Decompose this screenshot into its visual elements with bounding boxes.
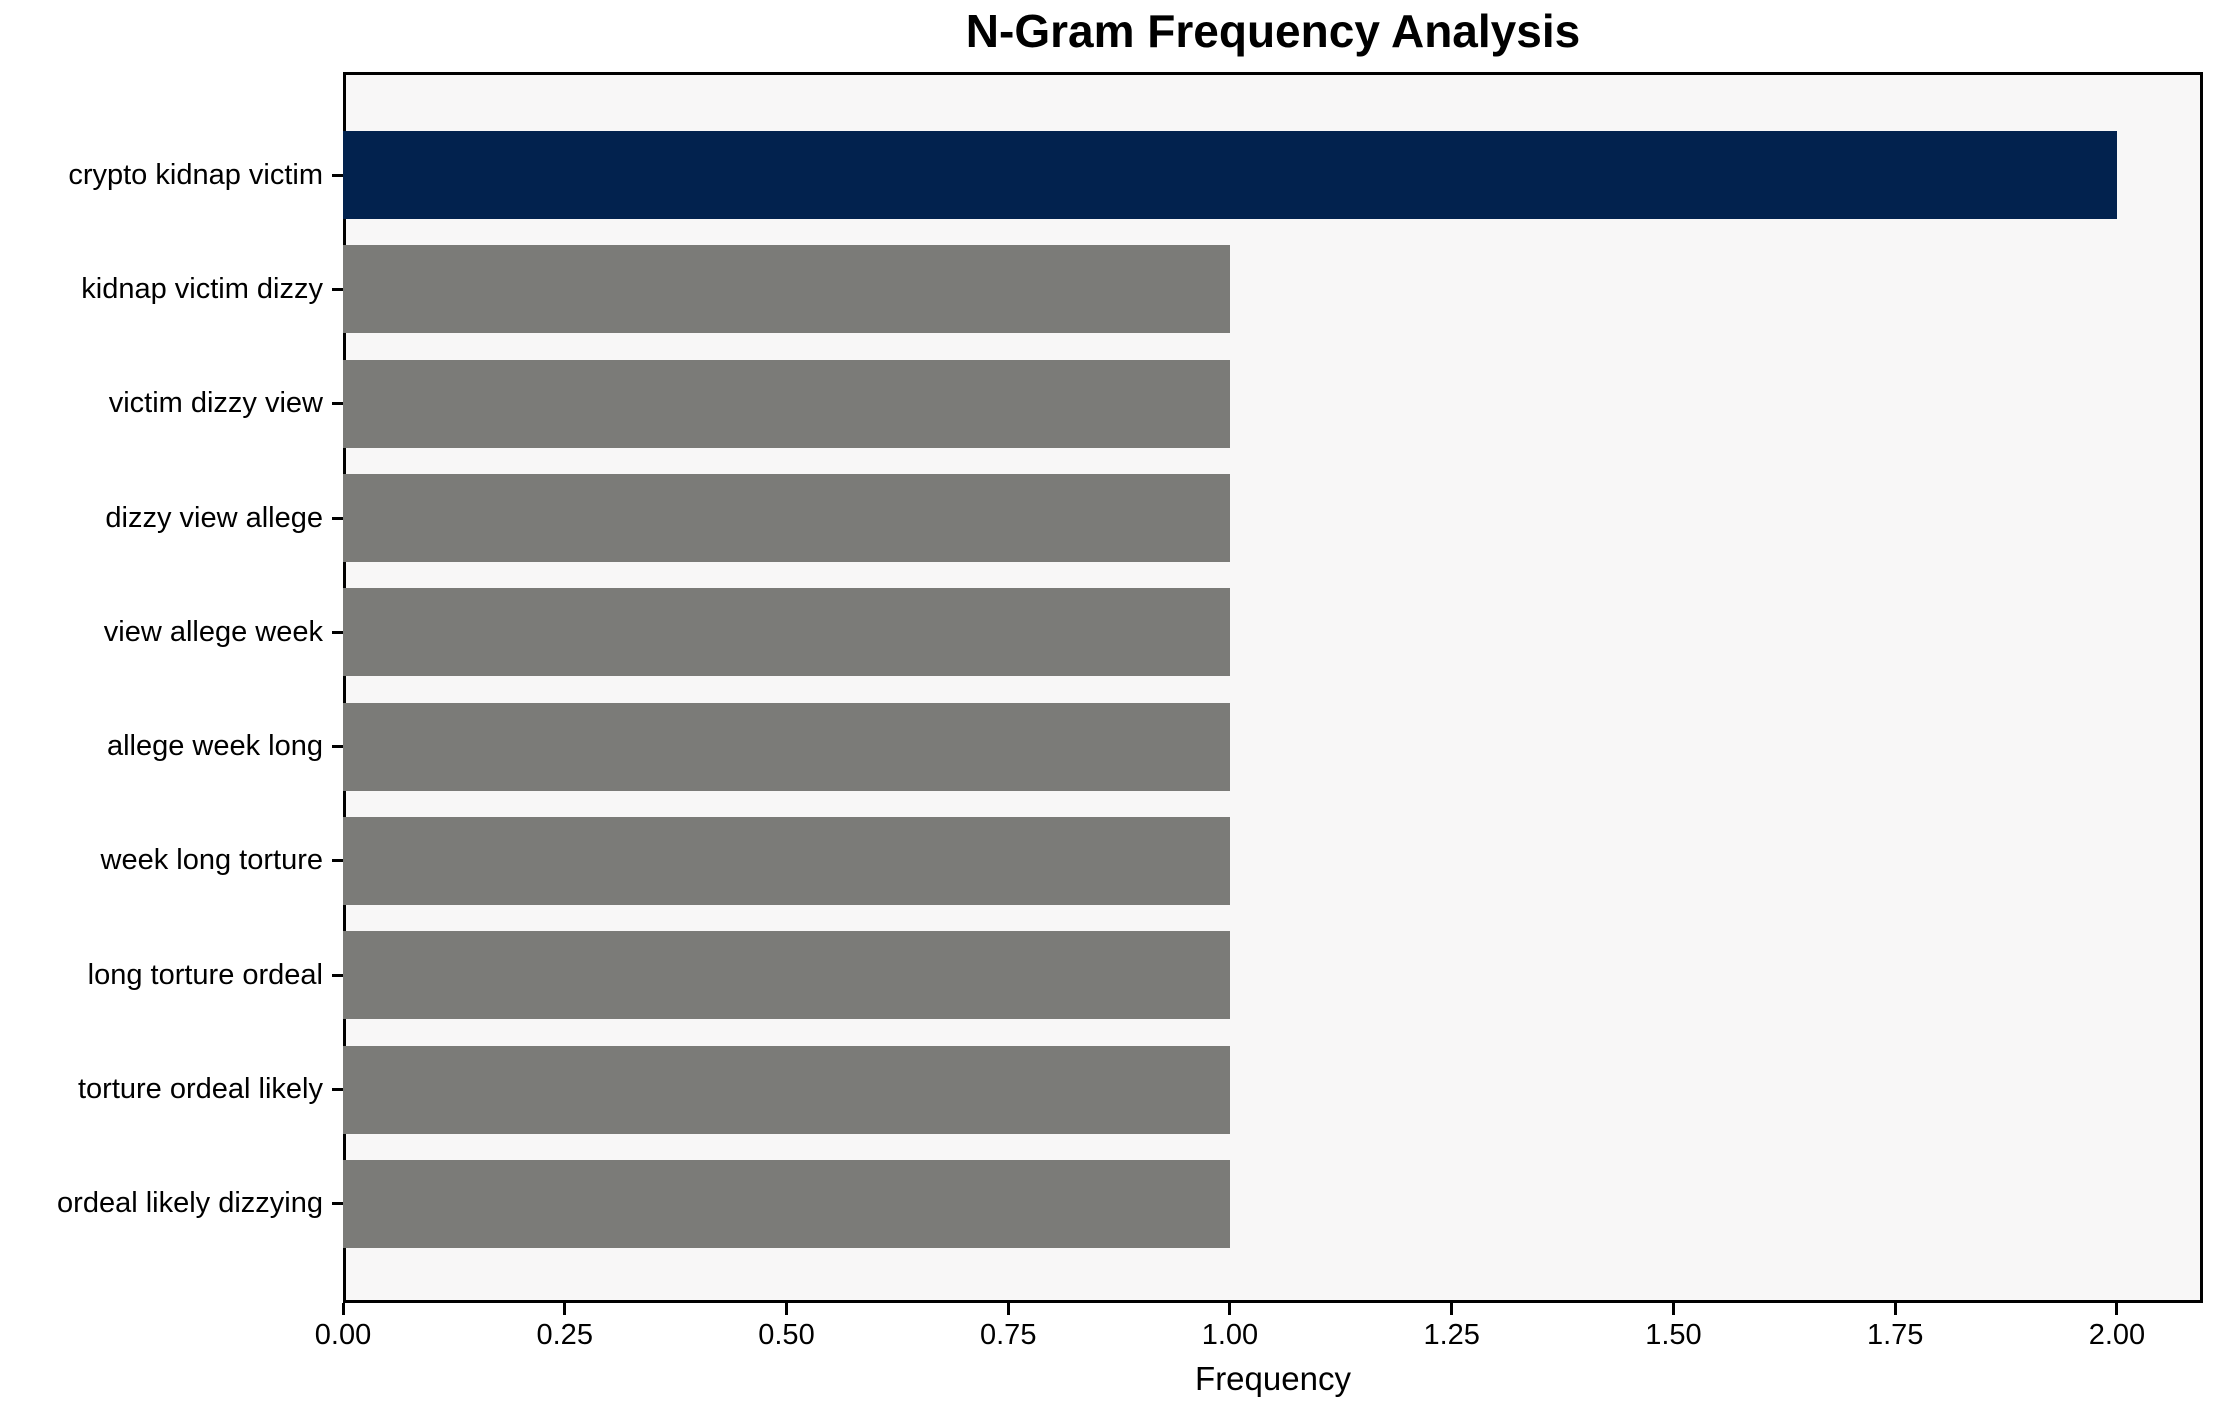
- y-tick-mark: [332, 402, 343, 406]
- y-tick-mark: [332, 745, 343, 749]
- y-tick-label: crypto kidnap victim: [68, 158, 323, 191]
- x-tick-label: 0.25: [536, 1319, 593, 1351]
- y-tick-mark: [332, 1202, 343, 1206]
- x-tick-label: 1.00: [1201, 1319, 1259, 1351]
- x-tick-label: 0.50: [758, 1319, 815, 1351]
- y-tick-label: ordeal likely dizzying: [57, 1187, 323, 1220]
- y-tick-mark: [332, 859, 343, 863]
- y-tick-label: victim dizzy view: [108, 387, 323, 420]
- y-tick-mark: [332, 173, 343, 177]
- y-tick-mark: [332, 287, 343, 291]
- x-tick-mark: [1893, 1303, 1897, 1315]
- bar: [343, 588, 1230, 677]
- x-tick-label: 1.25: [1423, 1319, 1480, 1351]
- x-tick-label: 1.75: [1866, 1319, 1924, 1351]
- x-tick-mark: [1671, 1303, 1675, 1315]
- bar: [343, 131, 2117, 220]
- x-tick-mark: [1228, 1303, 1232, 1315]
- y-tick-mark: [332, 630, 343, 634]
- x-tick-mark: [2115, 1303, 2119, 1315]
- bar: [343, 702, 1230, 791]
- x-tick-label: 2.00: [2088, 1319, 2146, 1351]
- y-tick-label: torture ordeal likely: [78, 1073, 323, 1106]
- x-tick-label: 0.00: [314, 1319, 372, 1351]
- y-tick-label: allege week long: [106, 730, 323, 763]
- y-tick-mark: [332, 516, 343, 520]
- x-tick-label: 0.75: [980, 1319, 1037, 1351]
- bar: [343, 474, 1230, 563]
- y-tick-label: kidnap victim dizzy: [81, 272, 323, 305]
- bar: [343, 816, 1230, 905]
- bar: [343, 359, 1230, 448]
- y-tick-mark: [332, 1088, 343, 1092]
- x-tick-label: 1.50: [1645, 1319, 1702, 1351]
- x-tick-mark: [784, 1303, 788, 1315]
- bar: [343, 1045, 1230, 1134]
- x-tick-mark: [1006, 1303, 1010, 1315]
- x-tick-mark: [341, 1303, 345, 1315]
- y-tick-mark: [332, 973, 343, 977]
- y-tick-label: view allege week: [103, 615, 323, 648]
- bar: [343, 931, 1230, 1020]
- y-tick-label: dizzy view allege: [105, 501, 323, 534]
- x-tick-mark: [1450, 1303, 1454, 1315]
- bar: [343, 245, 1230, 334]
- y-tick-label: week long torture: [100, 844, 323, 877]
- y-tick-label: long torture ordeal: [87, 958, 323, 991]
- x-axis-label: Frequency: [1195, 1360, 1351, 1397]
- x-tick-mark: [563, 1303, 567, 1315]
- chart-title: N-Gram Frequency Analysis: [965, 5, 1581, 57]
- bar: [343, 1159, 1230, 1248]
